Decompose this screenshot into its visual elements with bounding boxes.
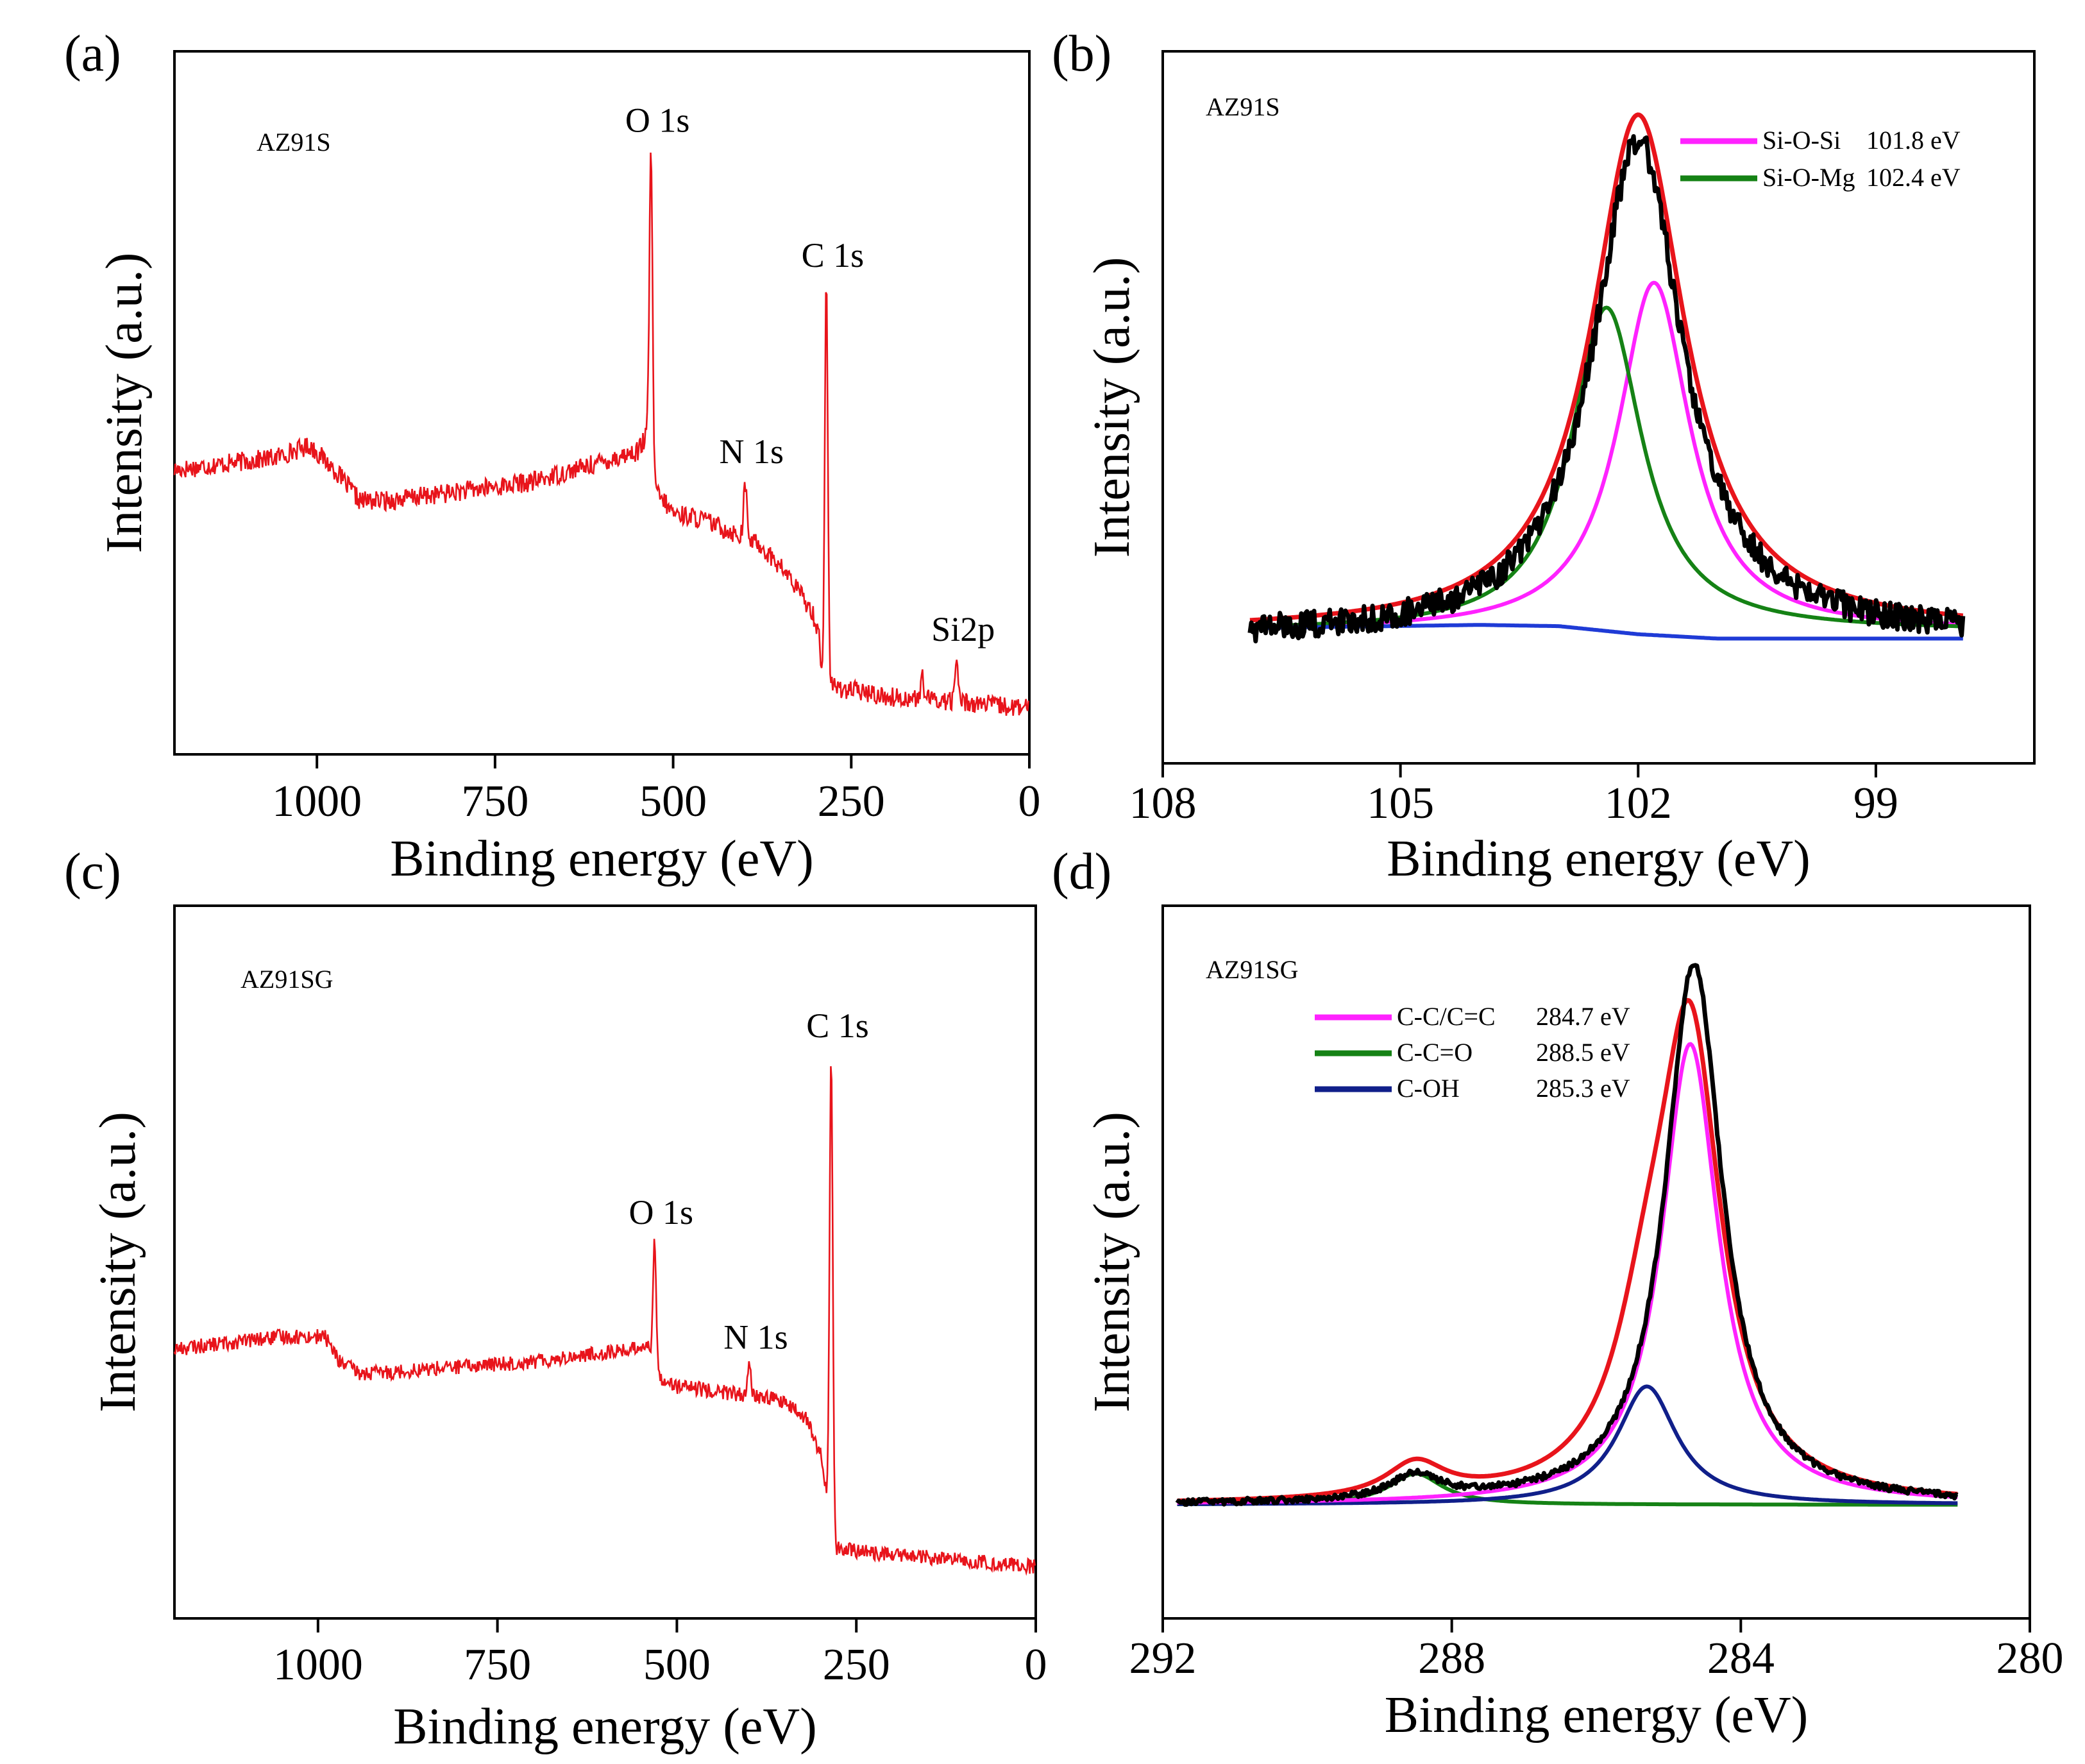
survey-panel-2: 1000 750 500 250 0 Binding energy (eV) Intensi… bbox=[64, 844, 1047, 1755]
x-tick-label: 750 bbox=[461, 777, 528, 826]
legend-entry-value: 288.5 eV bbox=[1536, 1038, 1630, 1067]
sample-label: AZ91S bbox=[1206, 92, 1280, 121]
peak-label: C 1s bbox=[806, 1006, 869, 1045]
survey-panel-0: 1000 750 500 250 0 Binding energy (eV) Intensi… bbox=[64, 26, 1041, 887]
y-axis-label: Intensity (a.u.) bbox=[1084, 1112, 1140, 1412]
x-tick-label: 105 bbox=[1367, 779, 1434, 828]
peak-label: C 1s bbox=[802, 236, 865, 275]
plot-frame bbox=[173, 904, 1037, 1620]
panel-label: (b) bbox=[1052, 26, 1111, 82]
legend-entry-value: 102.4 eV bbox=[1866, 163, 1961, 192]
hires-panel-3: 292 288 284 280 Binding energy (eV) Intensity… bbox=[1052, 844, 2064, 1743]
peak-label: O 1s bbox=[629, 1193, 693, 1232]
x-axis-label: Binding energy (eV) bbox=[1387, 831, 1811, 887]
sample-label: AZ91S bbox=[257, 128, 331, 157]
legend-entry-name: C-OH bbox=[1397, 1074, 1460, 1103]
x-tick-label: 1000 bbox=[273, 1640, 363, 1690]
legend-entry-value: 285.3 eV bbox=[1536, 1074, 1630, 1103]
y-axis-label: Intensity (a.u.) bbox=[96, 253, 153, 554]
x-tick-label: 288 bbox=[1418, 1634, 1485, 1683]
x-tick-label: 99 bbox=[1853, 779, 1898, 828]
x-tick-label: 750 bbox=[464, 1640, 531, 1690]
x-tick-label: 250 bbox=[823, 1640, 890, 1690]
x-tick-label: 292 bbox=[1129, 1634, 1197, 1683]
plot-frame bbox=[173, 50, 1031, 756]
peak-label: N 1s bbox=[723, 1318, 788, 1356]
legend-entry-value: 284.7 eV bbox=[1536, 1002, 1630, 1031]
survey-spectrum-line bbox=[173, 1066, 1036, 1576]
x-tick-label: 108 bbox=[1129, 779, 1197, 828]
x-tick-label: 1000 bbox=[272, 777, 362, 826]
y-axis-label: Intensity (a.u.) bbox=[1084, 257, 1140, 558]
x-tick-label: 102 bbox=[1605, 779, 1672, 828]
x-axis-label: Binding energy (eV) bbox=[393, 1699, 817, 1755]
panel-label: (d) bbox=[1052, 844, 1111, 900]
panel-label: (a) bbox=[64, 26, 121, 82]
panel-label: (c) bbox=[64, 844, 121, 900]
x-axis-label: Binding energy (eV) bbox=[390, 831, 814, 887]
legend-entry-name: Si-O-Mg bbox=[1762, 163, 1855, 192]
series-line-measured bbox=[1247, 134, 1966, 643]
legend-entry-name: C-C/C=C bbox=[1397, 1002, 1496, 1031]
legend-entry-value: 101.8 eV bbox=[1866, 126, 1961, 155]
sample-label: AZ91SG bbox=[241, 965, 333, 994]
series-line-fit-envelope bbox=[1249, 112, 1964, 623]
x-tick-label: 280 bbox=[1996, 1634, 2064, 1683]
series-line-si-o-si bbox=[1249, 280, 1964, 629]
peak-label: N 1s bbox=[720, 432, 784, 471]
plot-frame bbox=[1161, 50, 2036, 765]
hires-panel-1: 108 105 102 99 Binding energy (eV) Intensity … bbox=[1052, 26, 2036, 887]
sample-label: AZ91SG bbox=[1206, 955, 1298, 984]
series-line-measured bbox=[1175, 963, 1959, 1507]
x-axis-label: Binding energy (eV) bbox=[1385, 1687, 1809, 1743]
x-tick-label: 500 bbox=[643, 1640, 711, 1690]
peak-label: O 1s bbox=[625, 101, 690, 140]
series-line-c-oh bbox=[1177, 1384, 1958, 1506]
legend-entry-name: C-C=O bbox=[1397, 1038, 1473, 1067]
legend-entry-name: Si-O-Si bbox=[1762, 126, 1841, 155]
x-tick-label: 0 bbox=[1018, 777, 1041, 826]
y-axis-label: Intensity (a.u.) bbox=[90, 1112, 146, 1412]
x-tick-label: 284 bbox=[1707, 1634, 1775, 1683]
x-tick-label: 500 bbox=[639, 777, 707, 826]
plot-frame bbox=[1161, 904, 2031, 1620]
x-tick-label: 250 bbox=[818, 777, 885, 826]
series-line-c-c-c-c bbox=[1177, 1042, 1958, 1505]
survey-spectrum-line bbox=[173, 152, 1029, 716]
x-tick-label: 0 bbox=[1025, 1640, 1047, 1690]
peak-label: Si2p bbox=[931, 610, 995, 649]
